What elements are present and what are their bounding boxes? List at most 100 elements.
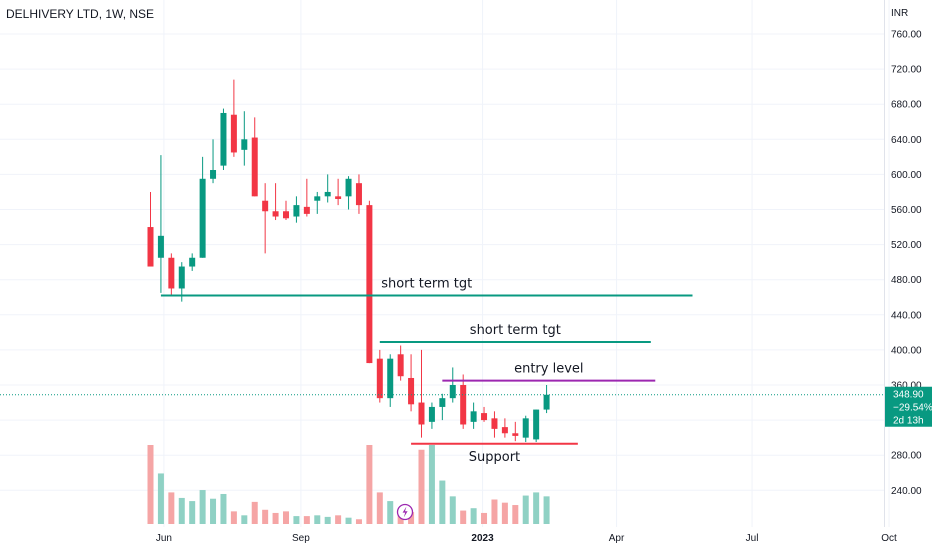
volume-bar (408, 512, 415, 524)
candle (543, 385, 550, 414)
candle (428, 402, 435, 429)
volume-bar (189, 501, 196, 524)
annotation-label-tgt1: short term tgt (381, 276, 472, 291)
time-tick-label: Sep (292, 533, 310, 544)
volume-bar (543, 496, 550, 524)
candle-body (470, 411, 477, 422)
candle (220, 108, 227, 171)
volume-bar (220, 493, 227, 524)
candle-body (491, 418, 498, 429)
annotation-label-entry: entry level (514, 362, 583, 377)
candle-body (335, 196, 342, 199)
volume-bar (460, 510, 467, 524)
annotation-label-support: Support (469, 450, 520, 465)
time-tick-label: Apr (609, 533, 625, 544)
candle (230, 79, 237, 157)
candle-body (439, 398, 446, 407)
price-tick-label: 520.00 (891, 240, 922, 251)
volume-bar (449, 496, 456, 524)
candle (491, 411, 498, 438)
candle (157, 155, 164, 293)
candle-body (293, 205, 300, 217)
candle (501, 418, 508, 438)
price-tick-label: 640.00 (891, 135, 922, 146)
candle-body (481, 413, 488, 421)
candle-body (460, 385, 467, 425)
candle (449, 367, 456, 403)
last-price-change: −29.54% (893, 403, 932, 414)
candle (199, 156, 206, 258)
volume-bar (428, 445, 435, 524)
candle (272, 183, 279, 221)
candle (439, 393, 446, 421)
candle-body (501, 427, 508, 434)
volume-bar (210, 498, 217, 524)
candle-body (178, 266, 185, 289)
candle-body (366, 205, 373, 364)
volume-bar (522, 495, 529, 524)
candle-body (147, 227, 154, 267)
candle-body (157, 235, 164, 258)
lightning-icon[interactable] (396, 503, 414, 521)
volume-bar (512, 505, 519, 524)
volume-bar (470, 508, 477, 524)
volume-bar (147, 445, 154, 524)
candle (283, 200, 289, 221)
candle (147, 191, 154, 267)
candle (189, 253, 196, 271)
time-tick-label: Jun (156, 533, 172, 544)
volume-bar (376, 492, 383, 524)
candle (522, 415, 529, 443)
volume-bar (418, 449, 425, 524)
candle (397, 345, 404, 381)
grid (0, 0, 890, 527)
price-tick-label: 400.00 (891, 345, 922, 356)
last-price-tag: 348.90 −29.54% 2d 13h (885, 386, 932, 427)
volume-bar (345, 517, 352, 524)
candle-body (262, 200, 269, 212)
candle (262, 183, 269, 254)
candle (324, 174, 331, 203)
candle (376, 349, 383, 403)
price-tick-label: 440.00 (891, 310, 922, 321)
price-tick-label: 600.00 (891, 170, 922, 181)
candle-body (272, 211, 279, 217)
volume-bar (533, 492, 540, 524)
volume-bar (501, 502, 508, 524)
drawings[interactable]: short term tgt short term tgt entry level S… (160, 276, 693, 465)
candle (210, 139, 217, 184)
volume-bar (230, 511, 237, 524)
volume-bar (491, 499, 498, 524)
candles[interactable] (147, 79, 550, 443)
candle (418, 349, 425, 438)
time-tick-label: Jul (746, 533, 759, 544)
volume-bar (355, 519, 362, 524)
price-tick-label: 760.00 (891, 30, 922, 41)
volume-bar (262, 509, 269, 524)
volume-bar (366, 445, 373, 524)
candle-body (210, 170, 217, 179)
candle-body (355, 183, 362, 206)
candle-body (387, 358, 394, 399)
volume-bar (251, 501, 258, 524)
volume-bar (199, 490, 206, 524)
price-tick-label: 480.00 (891, 275, 922, 286)
candle-body (324, 191, 331, 197)
volume-bar (314, 515, 321, 524)
candle-body (522, 418, 529, 438)
candle-body (449, 385, 456, 399)
candle-body (314, 196, 321, 201)
symbol-title[interactable]: DELHIVERY LTD, 1W, NSE (6, 7, 155, 21)
volume-bar (168, 492, 175, 524)
time-tick-label: Oct (881, 533, 897, 544)
price-tick-label: 720.00 (891, 65, 922, 76)
time-scale[interactable]: JunSep2023AprJulOct2024AprJul (156, 533, 932, 544)
candle (241, 111, 248, 166)
volume-bar (157, 473, 164, 524)
volume-bar (241, 515, 248, 524)
volume-bar (283, 511, 289, 524)
candle (335, 178, 342, 206)
candle-body (230, 114, 237, 153)
